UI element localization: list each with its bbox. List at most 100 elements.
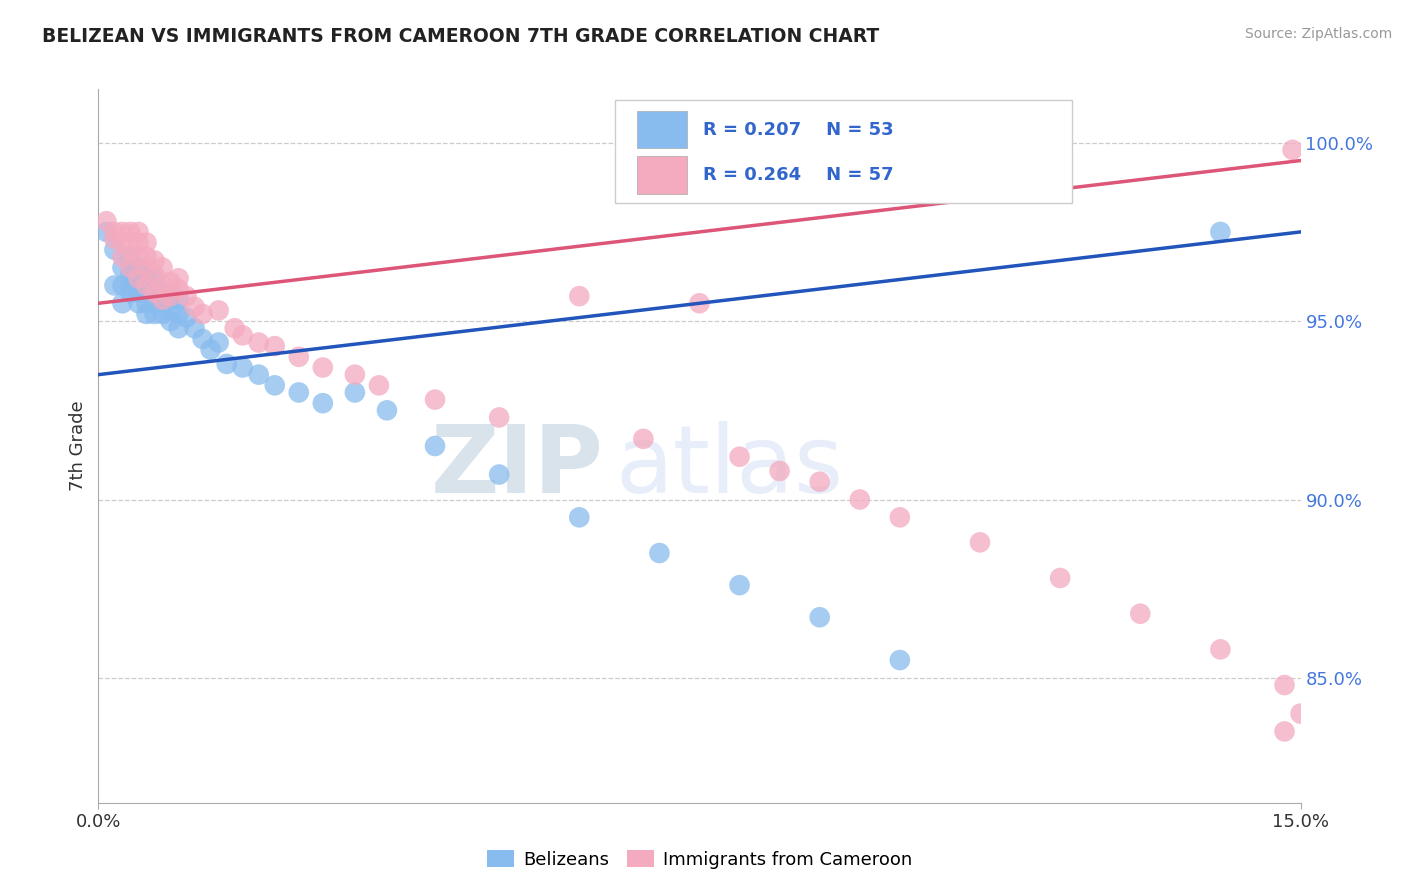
Point <box>135 278 157 293</box>
Point <box>191 307 214 321</box>
Text: R = 0.264    N = 57: R = 0.264 N = 57 <box>703 166 894 184</box>
Point <box>96 214 118 228</box>
Point <box>208 303 231 318</box>
Point <box>120 285 142 300</box>
Point <box>135 268 157 282</box>
Point <box>111 250 134 264</box>
Point <box>288 350 311 364</box>
Point <box>368 378 391 392</box>
Point <box>423 392 446 407</box>
Point <box>103 243 125 257</box>
FancyBboxPatch shape <box>637 112 688 148</box>
Point <box>343 368 366 382</box>
Legend: Belizeans, Immigrants from Cameroon: Belizeans, Immigrants from Cameroon <box>479 843 920 876</box>
Point <box>728 578 751 592</box>
Point <box>633 432 655 446</box>
Point <box>128 296 150 310</box>
Point <box>143 253 166 268</box>
Point <box>423 439 446 453</box>
Point <box>1049 571 1071 585</box>
Point <box>128 235 150 250</box>
Point <box>232 360 254 375</box>
Point <box>135 260 157 275</box>
Point <box>343 385 366 400</box>
Point <box>969 535 991 549</box>
Text: Source: ZipAtlas.com: Source: ZipAtlas.com <box>1244 27 1392 41</box>
Point <box>167 293 190 307</box>
Point <box>152 293 174 307</box>
Point <box>120 260 142 275</box>
Point <box>120 250 142 264</box>
Point <box>232 328 254 343</box>
Point <box>768 464 790 478</box>
Point <box>128 285 150 300</box>
Point <box>808 610 831 624</box>
Point <box>375 403 398 417</box>
Point <box>1281 143 1303 157</box>
Point <box>152 285 174 300</box>
Point <box>176 289 198 303</box>
Point <box>135 307 157 321</box>
Point <box>103 278 125 293</box>
Point <box>688 296 710 310</box>
Point <box>152 260 174 275</box>
Point <box>159 289 181 303</box>
Point <box>1209 225 1232 239</box>
Point <box>152 296 174 310</box>
Point <box>247 335 270 350</box>
Point <box>167 282 190 296</box>
Point <box>183 321 205 335</box>
Point <box>120 278 142 293</box>
Point <box>159 303 181 318</box>
Point <box>176 310 198 325</box>
Point <box>143 285 166 300</box>
Point <box>159 314 181 328</box>
Point <box>224 321 246 335</box>
Point <box>152 278 174 293</box>
Point <box>288 385 311 400</box>
Point <box>889 510 911 524</box>
Point <box>183 300 205 314</box>
Point <box>96 225 118 239</box>
Point <box>1209 642 1232 657</box>
Point <box>728 450 751 464</box>
Point <box>568 289 591 303</box>
Point <box>849 492 872 507</box>
Point <box>208 335 231 350</box>
Point <box>120 225 142 239</box>
Point <box>159 289 181 303</box>
Point <box>143 296 166 310</box>
Point <box>1289 706 1312 721</box>
Point <box>167 321 190 335</box>
Point <box>103 232 125 246</box>
Point <box>111 296 134 310</box>
FancyBboxPatch shape <box>637 156 688 194</box>
Point <box>135 285 157 300</box>
Point <box>143 268 166 282</box>
Point <box>128 260 150 275</box>
Point <box>120 243 142 257</box>
Point <box>159 275 181 289</box>
Point <box>488 467 510 482</box>
Point <box>808 475 831 489</box>
Point <box>128 250 150 264</box>
Point <box>200 343 222 357</box>
Point <box>128 271 150 285</box>
Point <box>135 296 157 310</box>
Point <box>120 268 142 282</box>
FancyBboxPatch shape <box>616 100 1073 203</box>
Point <box>1274 724 1296 739</box>
Point <box>135 250 157 264</box>
Text: R = 0.207    N = 53: R = 0.207 N = 53 <box>703 120 894 138</box>
Point <box>128 271 150 285</box>
Point <box>312 360 335 375</box>
Point <box>167 271 190 285</box>
Text: BELIZEAN VS IMMIGRANTS FROM CAMEROON 7TH GRADE CORRELATION CHART: BELIZEAN VS IMMIGRANTS FROM CAMEROON 7TH… <box>42 27 879 45</box>
Point <box>152 307 174 321</box>
Point <box>191 332 214 346</box>
Point <box>111 225 134 239</box>
Text: atlas: atlas <box>616 421 844 514</box>
Point <box>103 225 125 239</box>
Point <box>111 278 134 293</box>
Point <box>135 235 157 250</box>
